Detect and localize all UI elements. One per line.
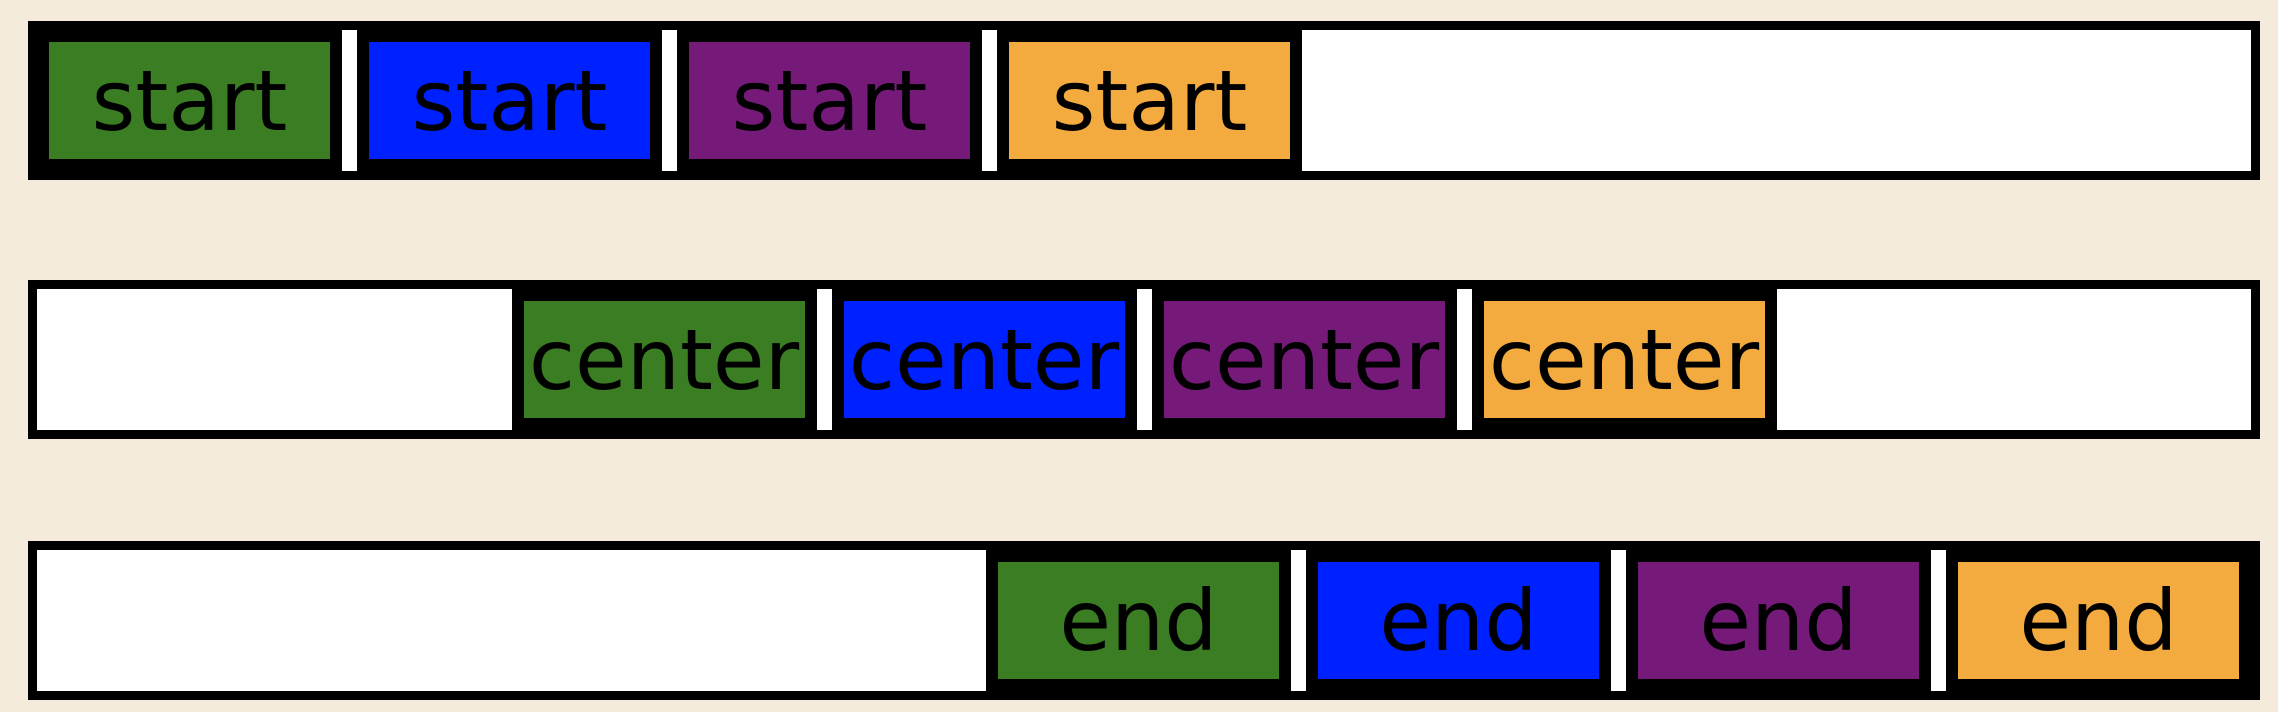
flex-item-purple: end: [1626, 550, 1931, 691]
flex-item-green: center: [511, 289, 817, 430]
flex-row-center: center center center center: [28, 280, 2260, 439]
flex-row-end: end end end end: [28, 541, 2260, 700]
flex-item-orange: end: [1946, 550, 2251, 691]
flex-item-purple: center: [1151, 289, 1457, 430]
flex-item-blue: center: [831, 289, 1137, 430]
flex-item-green: end: [986, 550, 1291, 691]
flex-item-purple: start: [677, 30, 982, 171]
flex-item-blue: end: [1306, 550, 1611, 691]
flex-item-blue: start: [357, 30, 662, 171]
flex-item-orange: center: [1471, 289, 1777, 430]
flex-row-start: start start start start: [28, 21, 2260, 180]
flex-item-orange: start: [997, 30, 1302, 171]
flex-item-green: start: [37, 30, 342, 171]
